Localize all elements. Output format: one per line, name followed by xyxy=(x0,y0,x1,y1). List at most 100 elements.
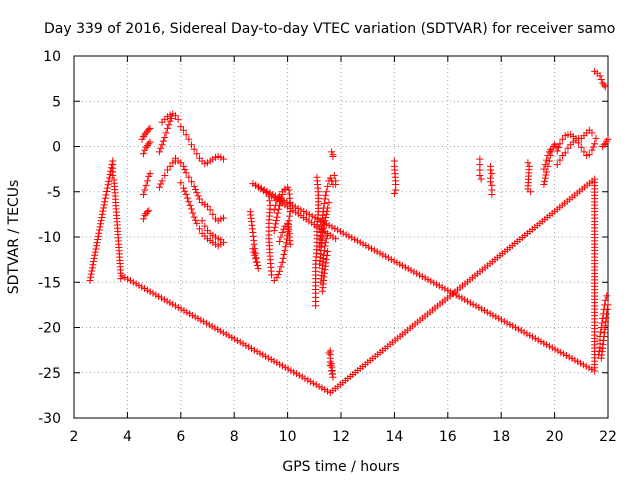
data-point xyxy=(604,301,612,309)
data-point xyxy=(145,140,153,148)
data-point xyxy=(322,235,330,243)
data-point xyxy=(322,214,330,222)
data-point xyxy=(201,222,209,230)
chart-title: Day 339 of 2016, Sidereal Day-to-day VTE… xyxy=(44,21,615,37)
data-point xyxy=(321,242,329,250)
data-point xyxy=(161,133,169,141)
x-tick-label: 20 xyxy=(546,429,564,445)
data-point xyxy=(592,134,600,142)
data-point xyxy=(250,240,258,248)
data-point xyxy=(284,219,292,227)
data-point xyxy=(98,213,106,221)
data-point xyxy=(171,112,179,120)
data-point xyxy=(282,239,290,247)
y-axis-label: SDTVAR / TECUs xyxy=(6,180,22,295)
data-point xyxy=(142,129,150,137)
data-point xyxy=(143,208,151,216)
data-point xyxy=(94,235,102,243)
data-point xyxy=(165,121,173,129)
data-point xyxy=(544,152,552,160)
data-point xyxy=(272,220,280,228)
data-point xyxy=(541,161,549,169)
y-tick-label: -10 xyxy=(38,230,61,246)
data-point xyxy=(185,135,193,143)
data-point xyxy=(179,184,187,192)
data-point xyxy=(204,202,211,210)
data-point xyxy=(551,141,559,149)
x-tick-label: 6 xyxy=(176,429,185,445)
data-point xyxy=(553,147,561,155)
data-point xyxy=(564,144,572,152)
data-point xyxy=(277,194,285,202)
data-point xyxy=(194,192,202,200)
data-point xyxy=(323,252,331,260)
data-point xyxy=(95,229,103,237)
data-point xyxy=(591,140,599,148)
data-point xyxy=(177,159,185,167)
data-point xyxy=(174,115,182,123)
data-point xyxy=(142,143,150,151)
data-point xyxy=(88,267,96,275)
data-point xyxy=(559,135,567,143)
data-point xyxy=(275,205,283,213)
grid xyxy=(74,56,608,418)
data-point xyxy=(94,232,102,240)
data-point xyxy=(320,224,328,232)
data-point xyxy=(166,162,174,170)
data-point xyxy=(251,251,259,259)
data-point xyxy=(139,133,147,141)
axis-tick-labels: 2 4 6 8 10 12 14 16 18 20 22 -30 -25 -20 -15 -10 -5 0 5 10 xyxy=(38,49,617,445)
data-point xyxy=(272,201,280,209)
data-point xyxy=(487,178,495,186)
data-point xyxy=(324,247,332,255)
data-point xyxy=(97,217,105,225)
data-point xyxy=(104,181,112,189)
data-point xyxy=(155,148,163,156)
data-point xyxy=(185,198,193,206)
data-point xyxy=(195,225,203,233)
data-point xyxy=(276,192,284,200)
data-point xyxy=(561,149,569,157)
data-point xyxy=(276,267,284,275)
data-point xyxy=(324,182,332,190)
data-point xyxy=(589,143,597,151)
data-point xyxy=(276,238,284,246)
data-point xyxy=(177,123,185,131)
data-point xyxy=(286,199,294,207)
data-point xyxy=(139,215,147,223)
x-axis-label: GPS time / hours xyxy=(282,459,399,475)
y-tick-label: 10 xyxy=(43,49,61,65)
data-point xyxy=(279,254,287,262)
data-point xyxy=(93,239,101,247)
data-point xyxy=(325,349,333,357)
data-point xyxy=(159,137,167,145)
data-point xyxy=(325,199,333,207)
data-point xyxy=(281,247,289,255)
data-point xyxy=(547,145,555,153)
x-tick-label: 14 xyxy=(385,429,403,445)
x-tick-label: 8 xyxy=(230,429,239,445)
data-point xyxy=(109,171,117,179)
data-point xyxy=(193,150,201,158)
data-point xyxy=(541,177,549,185)
data-point xyxy=(143,177,151,185)
data-point xyxy=(91,248,99,256)
data-point xyxy=(322,191,330,199)
data-point xyxy=(101,198,109,206)
data-point xyxy=(588,129,596,137)
data-point xyxy=(190,145,198,153)
data-point xyxy=(141,131,149,139)
data-point xyxy=(597,324,605,331)
data-point xyxy=(556,140,564,148)
data-point xyxy=(577,143,585,151)
data-point xyxy=(274,271,282,279)
data-point xyxy=(252,258,260,266)
data-point xyxy=(319,228,327,236)
x-tick-label: 16 xyxy=(439,429,457,445)
data-point xyxy=(320,247,328,255)
data-point xyxy=(312,302,320,310)
data-point xyxy=(158,177,166,185)
data-point xyxy=(540,165,548,173)
data-point xyxy=(601,296,609,304)
